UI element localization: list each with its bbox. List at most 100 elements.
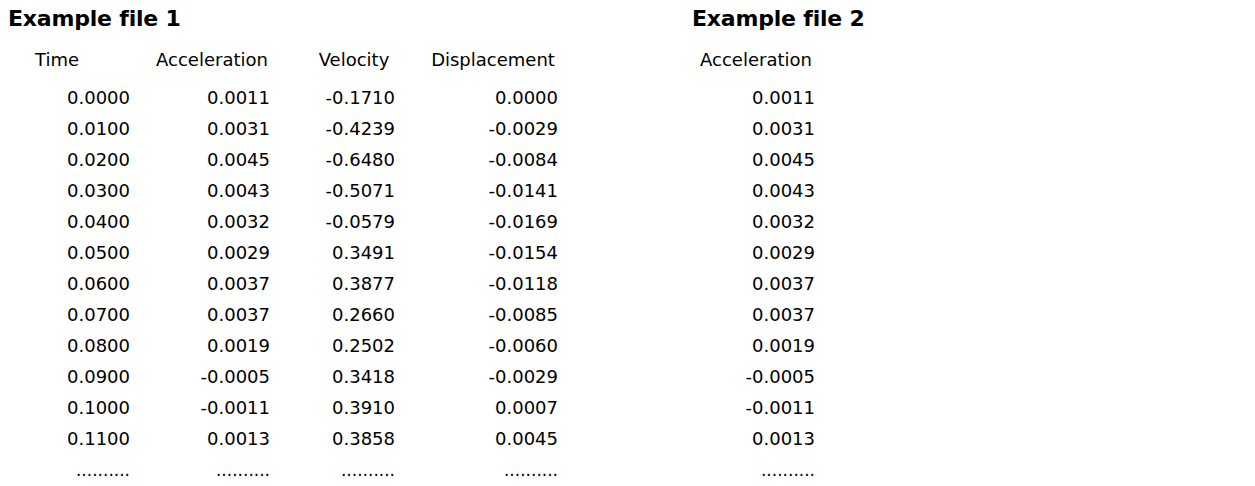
cell-displacement: -0.0085 <box>395 299 558 330</box>
cell-velocity: -0.6480 <box>270 144 395 175</box>
ellipsis-row: .......... .......... .......... .......… <box>8 459 558 481</box>
cell-displacement: 0.0000 <box>395 82 558 113</box>
cell-velocity: -0.0579 <box>270 206 395 237</box>
cell-time: 0.1100 <box>8 423 130 454</box>
cell-acceleration: 0.0013 <box>130 423 270 454</box>
cell-displacement: -0.0029 <box>395 113 558 144</box>
ellipsis: .......... <box>8 459 130 481</box>
cell-velocity: 0.3491 <box>270 237 395 268</box>
ellipsis: .......... <box>395 459 558 481</box>
page: Example file 1 Time Acceleration Velocit… <box>0 0 1255 486</box>
file2-header-row: Acceleration <box>692 48 912 72</box>
cell-acceleration: 0.0032 <box>692 206 815 237</box>
table-row: 0.0300 0.0043 -0.5071 -0.0141 <box>8 175 558 206</box>
ellipsis-row: .......... <box>692 459 815 481</box>
ellipsis: .......... <box>270 459 395 481</box>
cell-velocity: 0.3418 <box>270 361 395 392</box>
cell-acceleration: 0.0011 <box>692 82 815 113</box>
table-row: 0.0029 <box>692 237 815 268</box>
table-row: 0.0043 <box>692 175 815 206</box>
cell-acceleration: 0.0043 <box>692 175 815 206</box>
table-row: 0.0032 <box>692 206 815 237</box>
column-header-acceleration: Acceleration <box>700 48 812 72</box>
ellipsis: .......... <box>130 459 270 481</box>
table-row: 0.0200 0.0045 -0.6480 -0.0084 <box>8 144 558 175</box>
table-row: 0.0800 0.0019 0.2502 -0.0060 <box>8 330 558 361</box>
cell-velocity: 0.2502 <box>270 330 395 361</box>
example-file-2-title: Example file 2 <box>692 5 865 33</box>
cell-acceleration: 0.0019 <box>130 330 270 361</box>
column-header-acceleration: Acceleration <box>156 48 268 72</box>
cell-acceleration: -0.0011 <box>692 392 815 423</box>
cell-displacement: 0.0007 <box>395 392 558 423</box>
cell-acceleration: 0.0043 <box>130 175 270 206</box>
cell-acceleration: -0.0011 <box>130 392 270 423</box>
cell-acceleration: 0.0037 <box>130 268 270 299</box>
cell-time: 0.0800 <box>8 330 130 361</box>
table-row: 0.0700 0.0037 0.2660 -0.0085 <box>8 299 558 330</box>
cell-acceleration: 0.0032 <box>130 206 270 237</box>
column-header-velocity: Velocity <box>319 48 390 72</box>
cell-acceleration: -0.0005 <box>692 361 815 392</box>
example-file-1-title: Example file 1 <box>8 5 181 33</box>
cell-acceleration: 0.0045 <box>130 144 270 175</box>
cell-acceleration: 0.0029 <box>130 237 270 268</box>
cell-displacement: -0.0118 <box>395 268 558 299</box>
table-row: 0.0045 <box>692 144 815 175</box>
cell-acceleration: 0.0045 <box>692 144 815 175</box>
cell-acceleration: 0.0031 <box>692 113 815 144</box>
table-row: 0.0011 <box>692 82 815 113</box>
table-row: 0.0500 0.0029 0.3491 -0.0154 <box>8 237 558 268</box>
table-row: -0.0011 <box>692 392 815 423</box>
cell-velocity: 0.3858 <box>270 423 395 454</box>
file1-header-row: Time Acceleration Velocity Displacement <box>8 48 558 72</box>
column-header-displacement: Displacement <box>431 48 555 72</box>
cell-displacement: -0.0084 <box>395 144 558 175</box>
cell-velocity: -0.4239 <box>270 113 395 144</box>
cell-time: 0.0600 <box>8 268 130 299</box>
cell-displacement: -0.0169 <box>395 206 558 237</box>
cell-time: 0.0200 <box>8 144 130 175</box>
cell-time: 0.1000 <box>8 392 130 423</box>
table-row: 0.0037 <box>692 299 815 330</box>
cell-displacement: -0.0141 <box>395 175 558 206</box>
cell-acceleration: 0.0037 <box>692 299 815 330</box>
cell-acceleration: 0.0029 <box>692 237 815 268</box>
file2-rows: 0.0011 0.0031 0.0045 0.0043 0.0032 0.002… <box>692 82 815 481</box>
cell-velocity: 0.3910 <box>270 392 395 423</box>
file1-rows: 0.0000 0.0011 -0.1710 0.0000 0.0100 0.00… <box>8 82 558 481</box>
cell-time: 0.0400 <box>8 206 130 237</box>
table-row: 0.0900 -0.0005 0.3418 -0.0029 <box>8 361 558 392</box>
cell-time: 0.0000 <box>8 82 130 113</box>
cell-displacement: -0.0060 <box>395 330 558 361</box>
cell-time: 0.0900 <box>8 361 130 392</box>
cell-displacement: -0.0029 <box>395 361 558 392</box>
table-row: 0.0037 <box>692 268 815 299</box>
cell-time: 0.0300 <box>8 175 130 206</box>
table-row: 0.0031 <box>692 113 815 144</box>
cell-time: 0.0100 <box>8 113 130 144</box>
ellipsis: .......... <box>692 459 815 481</box>
cell-acceleration: 0.0037 <box>692 268 815 299</box>
cell-acceleration: 0.0011 <box>130 82 270 113</box>
table-row: 0.0000 0.0011 -0.1710 0.0000 <box>8 82 558 113</box>
table-row: 0.0019 <box>692 330 815 361</box>
cell-velocity: 0.3877 <box>270 268 395 299</box>
cell-velocity: -0.1710 <box>270 82 395 113</box>
cell-acceleration: 0.0019 <box>692 330 815 361</box>
table-row: 0.0100 0.0031 -0.4239 -0.0029 <box>8 113 558 144</box>
cell-displacement: -0.0154 <box>395 237 558 268</box>
cell-acceleration: 0.0013 <box>692 423 815 454</box>
table-row: 0.1100 0.0013 0.3858 0.0045 <box>8 423 558 454</box>
table-row: -0.0005 <box>692 361 815 392</box>
table-row: 0.0400 0.0032 -0.0579 -0.0169 <box>8 206 558 237</box>
table-row: 0.0600 0.0037 0.3877 -0.0118 <box>8 268 558 299</box>
cell-acceleration: -0.0005 <box>130 361 270 392</box>
table-row: 0.0013 <box>692 423 815 454</box>
cell-time: 0.0700 <box>8 299 130 330</box>
table-row: 0.1000 -0.0011 0.3910 0.0007 <box>8 392 558 423</box>
cell-velocity: -0.5071 <box>270 175 395 206</box>
cell-displacement: 0.0045 <box>395 423 558 454</box>
cell-time: 0.0500 <box>8 237 130 268</box>
column-header-time: Time <box>35 48 79 72</box>
